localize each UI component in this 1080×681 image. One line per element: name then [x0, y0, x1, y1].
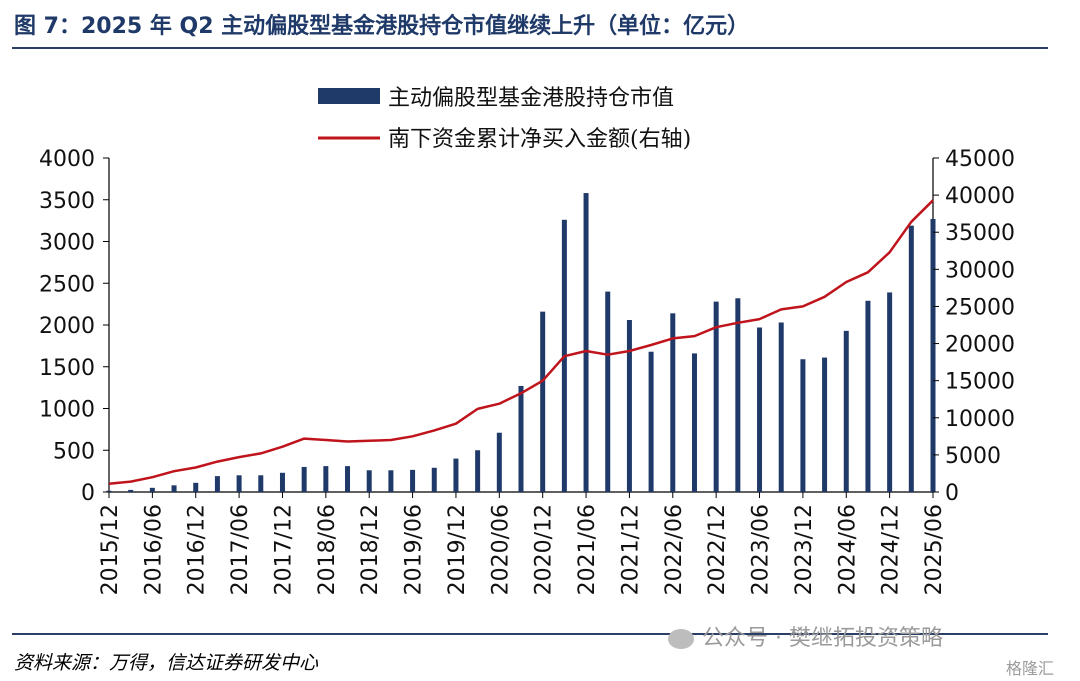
bar [800, 359, 806, 492]
right-tick-label: 20000 [945, 333, 1015, 358]
x-tick-label: 2021/12 [618, 504, 643, 595]
legend-line-label: 南下资金累计净买入金额(右轴) [388, 127, 691, 152]
legend-bar-label: 主动偏股型基金港股持仓市值 [388, 86, 674, 111]
line-series [108, 199, 934, 486]
bar [648, 351, 654, 492]
x-tick-label: 2025/06 [922, 504, 947, 595]
wechat-icon [668, 629, 694, 649]
bar [735, 298, 741, 492]
left-tick-label: 2500 [39, 272, 95, 297]
bar [822, 357, 828, 492]
bar [713, 301, 719, 492]
bar [496, 432, 502, 492]
line-path [108, 199, 934, 486]
x-tick-label: 2022/06 [662, 504, 687, 595]
x-tick-label: 2020/12 [532, 504, 557, 595]
bar [366, 470, 372, 492]
bar [236, 475, 242, 492]
bar [887, 292, 893, 492]
x-tick-label: 2021/06 [575, 504, 600, 595]
left-tick-label: 2000 [39, 314, 95, 339]
bar [778, 322, 784, 492]
watermark: 公众号 · 樊继拓投资策略 [668, 620, 943, 652]
right-tick-label: 45000 [945, 147, 1015, 172]
bar-series [106, 193, 936, 493]
left-axis-ticks: 0 500 1000 1500 2000 2500 3000 3500 4000 [39, 147, 109, 506]
chart-area: 主动偏股型基金港股持仓市值 南下资金累计净买入金额(右轴) 0 500 1000 15… [39, 86, 1015, 595]
x-tick-label: 2018/12 [358, 504, 383, 595]
bar [908, 225, 914, 492]
x-tick-label: 2023/06 [749, 504, 774, 595]
legend-bar-swatch [318, 88, 380, 104]
bar [388, 470, 394, 492]
figure-title: 图 7：2025 年 Q2 主动偏股型基金港股持仓市值继续上升（单位：亿元） [14, 14, 750, 39]
x-tick-label: 2017/12 [271, 504, 296, 595]
left-tick-label: 3500 [39, 189, 95, 214]
left-tick-label: 3000 [39, 231, 95, 256]
x-tick-label: 2018/06 [315, 504, 340, 595]
x-tick-label: 2017/06 [228, 504, 253, 595]
bar [345, 466, 351, 492]
x-tick-label: 2020/06 [488, 504, 513, 595]
left-tick-label: 1000 [39, 398, 95, 423]
x-tick-label: 2016/12 [185, 504, 210, 595]
left-tick-label: 500 [53, 439, 95, 464]
bar [518, 385, 524, 492]
left-tick-label: 1500 [39, 356, 95, 381]
bar [930, 218, 936, 492]
bar [626, 319, 632, 492]
corner-watermark: 格隆汇 [1006, 659, 1055, 678]
x-tick-label: 2019/06 [402, 504, 427, 595]
right-tick-label: 5000 [945, 444, 1001, 469]
bar [583, 193, 589, 492]
right-tick-label: 25000 [945, 295, 1015, 320]
right-tick-label: 15000 [945, 370, 1015, 395]
bar [843, 330, 849, 492]
x-axis-ticks: 2015/12 2016/06 2016/12 2017/06 2017/12 2018/… [98, 492, 947, 595]
x-tick-label: 2024/06 [835, 504, 860, 595]
bottom-rule [12, 633, 1048, 635]
right-tick-label: 0 [945, 481, 959, 506]
bar [605, 291, 611, 492]
x-tick-label: 2023/12 [792, 504, 817, 595]
x-tick-label: 2016/06 [141, 504, 166, 595]
bar [149, 487, 155, 492]
top-rule [12, 47, 1048, 49]
watermark-text: 公众号 · 樊继拓投资策略 [702, 626, 943, 651]
right-tick-label: 30000 [945, 258, 1015, 283]
right-tick-label: 10000 [945, 407, 1015, 432]
bar [670, 313, 676, 492]
bar [865, 300, 871, 492]
bar [171, 485, 177, 492]
x-tick-label: 2024/12 [879, 504, 904, 595]
bar [757, 327, 763, 492]
bar [410, 469, 416, 492]
bar [279, 472, 285, 492]
bar [106, 490, 112, 492]
bar [214, 476, 220, 492]
right-tick-label: 35000 [945, 221, 1015, 246]
x-tick-label: 2019/12 [445, 504, 470, 595]
bar [431, 467, 437, 492]
x-tick-label: 2015/12 [98, 504, 123, 595]
bar [258, 475, 264, 492]
bar [691, 353, 697, 492]
right-axis-ticks: 0 5000 10000 15000 20000 25000 30000 35000 40000… [933, 147, 1015, 506]
legend: 主动偏股型基金港股持仓市值 南下资金累计净买入金额(右轴) [318, 86, 691, 152]
bar [453, 458, 459, 492]
left-tick-label: 4000 [39, 147, 95, 172]
left-tick-label: 0 [81, 481, 95, 506]
bar [475, 450, 481, 492]
right-tick-label: 40000 [945, 184, 1015, 209]
bar [193, 482, 199, 492]
bar [128, 489, 134, 492]
bar [540, 311, 546, 492]
bar [301, 466, 307, 492]
bar [323, 466, 329, 492]
x-tick-label: 2022/12 [705, 504, 730, 595]
source-note: 资料来源：万得，信达证券研发中心 [14, 652, 319, 674]
